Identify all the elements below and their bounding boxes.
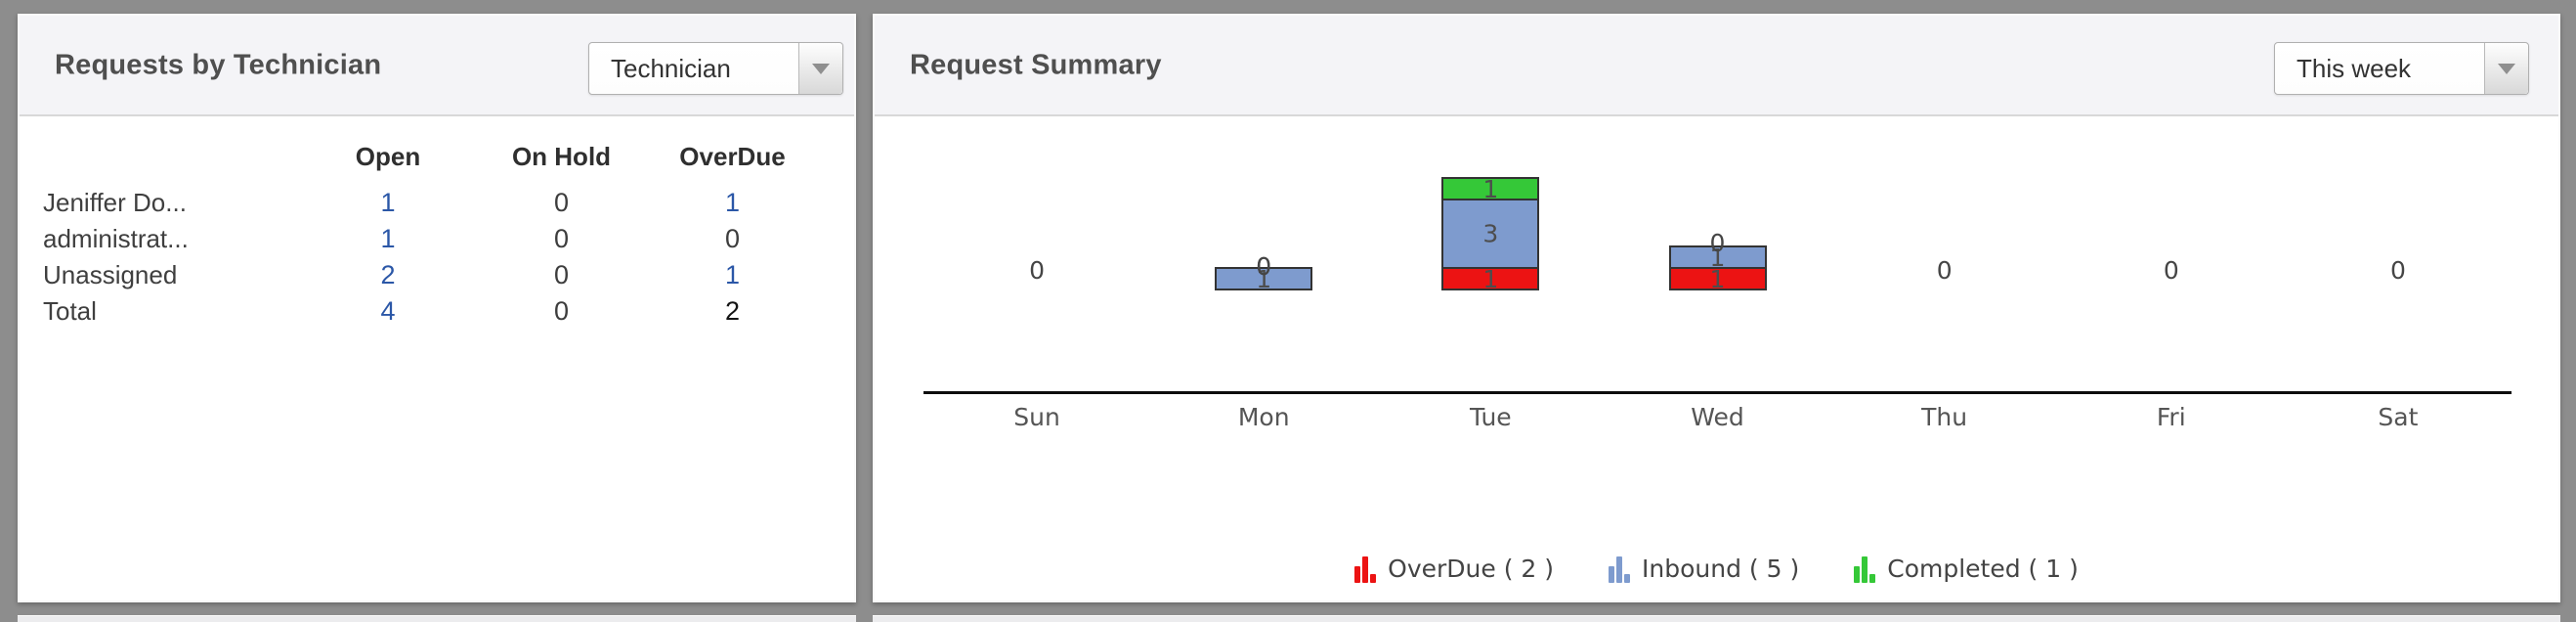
- legend-item-completed[interactable]: Completed ( 1 ): [1854, 555, 2079, 583]
- group-by-dropdown[interactable]: Technician: [588, 42, 843, 95]
- table-cell-open[interactable]: 4: [380, 296, 396, 326]
- mini-bar-chart-icon: [1609, 555, 1631, 583]
- chevron-down-icon: [2498, 63, 2515, 74]
- bar-segment-value: 1: [1256, 265, 1272, 293]
- period-dropdown[interactable]: This week: [2274, 42, 2529, 95]
- zero-value-label-fri: 0: [2163, 256, 2179, 285]
- table-cell-on-hold: 0: [553, 188, 570, 217]
- table-cell-open[interactable]: 1: [380, 188, 396, 217]
- table-row-label: administrat...: [43, 224, 189, 253]
- chart-legend: OverDue ( 2 ) Inbound ( 5 ) Completed ( 1 …: [875, 555, 2558, 583]
- zero-value-label-wed-completed: 0: [1709, 229, 1726, 257]
- table-cell-overdue: 2: [724, 296, 741, 326]
- bar-segment-wed-overdue[interactable]: 1: [1668, 265, 1767, 293]
- table-cell-on-hold: 0: [553, 296, 570, 326]
- zero-value-label-sun: 0: [1029, 256, 1046, 285]
- next-row-panel-left-edge: [18, 616, 856, 622]
- table-row-label: Unassigned: [43, 260, 178, 289]
- mini-bar-chart-icon: [1354, 555, 1377, 583]
- legend-label: Inbound ( 5 ): [1642, 555, 1800, 583]
- requests-by-technician-header: Requests by Technician Technician: [20, 16, 854, 116]
- legend-label: Completed ( 1 ): [1887, 555, 2079, 583]
- table-cell-on-hold: 0: [553, 260, 570, 289]
- table-row-label: Total: [43, 296, 97, 326]
- x-axis-label-sat: Sat: [2378, 403, 2419, 431]
- zero-value-label-sat: 0: [2389, 256, 2406, 285]
- x-axis-label-mon: Mon: [1237, 403, 1290, 431]
- table-cell-overdue: 0: [724, 224, 741, 253]
- table-row-label: Jeniffer Do...: [43, 188, 187, 217]
- table-header-on-hold: On Hold: [511, 141, 612, 171]
- bar-segment-tue-completed[interactable]: 1: [1441, 175, 1540, 203]
- request-summary-header: Request Summary This week: [875, 16, 2558, 116]
- group-by-dropdown-value: Technician: [589, 43, 798, 94]
- chevron-down-icon: [812, 63, 830, 74]
- mini-bar-chart-icon: [1854, 555, 1876, 583]
- zero-value-label-thu: 0: [1936, 256, 1953, 285]
- table-cell-overdue[interactable]: 1: [724, 260, 741, 289]
- bar-segment-value: 1: [1482, 175, 1499, 203]
- x-axis-label-sun: Sun: [1013, 403, 1060, 431]
- bar-segment-value: 3: [1482, 219, 1499, 248]
- legend-item-overdue[interactable]: OverDue ( 2 ): [1354, 555, 1554, 583]
- group-by-dropdown-arrow-button[interactable]: [798, 43, 842, 94]
- table-header-blank: [41, 142, 300, 193]
- table-cell-open[interactable]: 2: [380, 260, 396, 289]
- zero-value-label-mon-overdue: 0: [1256, 252, 1272, 281]
- bar-segment-tue-overdue[interactable]: 1: [1441, 265, 1540, 293]
- x-axis-label-wed: Wed: [1691, 403, 1744, 431]
- technician-table: Open On Hold OverDue Jeniffer Do... 1 0 1 ad…: [41, 142, 818, 330]
- next-row-panel-right-edge: [873, 616, 2560, 622]
- bar-segment-value: 1: [1709, 265, 1726, 293]
- table-header-overdue: OverDue: [679, 141, 786, 171]
- legend-label: OverDue ( 2 ): [1388, 555, 1555, 583]
- bar-segment-tue-inbound[interactable]: 3: [1441, 199, 1540, 269]
- request-summary-panel: Request Summary This week OverDue ( 2 ) I…: [873, 14, 2560, 602]
- legend-item-inbound[interactable]: Inbound ( 5 ): [1609, 555, 1799, 583]
- bar-stack-mon: 1: [1215, 265, 1313, 293]
- bar-stack-tue: 1 3 1: [1441, 175, 1540, 293]
- table-cell-open[interactable]: 1: [380, 224, 396, 253]
- x-axis-label-thu: Thu: [1921, 403, 1968, 431]
- bar-segment-value: 1: [1482, 265, 1499, 293]
- x-axis-line: [923, 391, 2512, 394]
- table-header-open: Open: [355, 141, 421, 171]
- requests-by-technician-panel: Requests by Technician Technician Open O…: [18, 14, 856, 602]
- period-dropdown-value: This week: [2275, 43, 2484, 94]
- table-cell-on-hold: 0: [553, 224, 570, 253]
- period-dropdown-arrow-button[interactable]: [2484, 43, 2528, 94]
- bar-segment-value: 1: [1709, 244, 1726, 272]
- x-axis-label-tue: Tue: [1469, 403, 1512, 431]
- x-axis-label-fri: Fri: [2156, 403, 2186, 431]
- bar-segment-mon-inbound[interactable]: 1: [1215, 265, 1313, 293]
- requests-by-technician-title: Requests by Technician: [55, 49, 382, 80]
- request-summary-title: Request Summary: [910, 49, 1162, 80]
- request-summary-chart: OverDue ( 2 ) Inbound ( 5 ) Completed ( 1 …: [875, 116, 2558, 600]
- zero-value-label-mon-completed: 0: [1256, 252, 1272, 281]
- table-cell-overdue[interactable]: 1: [724, 188, 741, 217]
